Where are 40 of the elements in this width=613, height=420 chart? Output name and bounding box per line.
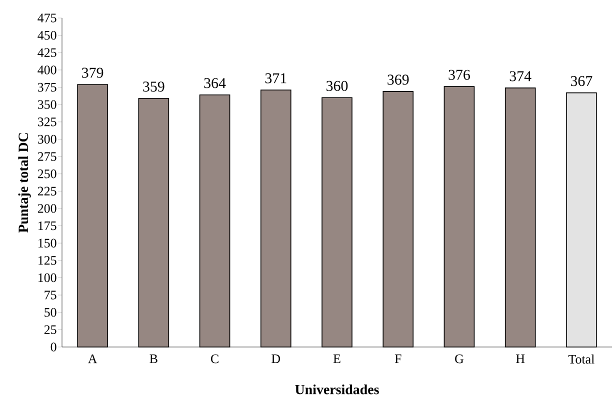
y-tick-label: 0 <box>50 342 56 352</box>
y-tick-label: 175 <box>38 221 56 230</box>
data-label: 371 <box>265 73 286 84</box>
y-tick-label: 350 <box>38 100 56 109</box>
y-tick-label: 300 <box>38 134 56 144</box>
y-tick-label: 25 <box>44 325 56 334</box>
y-tick-label: 225 <box>38 186 56 196</box>
data-label: 374 <box>510 71 532 82</box>
x-tick-label: F <box>394 354 402 363</box>
data-label: 376 <box>448 70 470 80</box>
x-tick-label: D <box>272 354 280 364</box>
y-tick-label: 325 <box>38 118 56 126</box>
x-tick-label: G <box>455 354 464 364</box>
data-label: 369 <box>388 74 409 85</box>
y-tick-label: 200 <box>38 204 56 213</box>
y-tick-label: 125 <box>38 256 56 265</box>
data-label: 379 <box>82 68 104 78</box>
y-tick-label: 375 <box>38 82 56 92</box>
y-axis-title: Puntaje total DC <box>18 133 31 233</box>
data-label: 367 <box>570 76 592 86</box>
x-tick-label: A <box>88 354 98 364</box>
x-tick-label: B <box>150 354 158 364</box>
x-tick-label: C <box>210 354 218 364</box>
y-tick-label: 50 <box>44 308 56 317</box>
y-tick-label: 150 <box>38 238 56 248</box>
data-label: 360 <box>326 80 348 91</box>
data-label: 364 <box>204 78 226 88</box>
y-tick-label: 100 <box>38 273 56 282</box>
x-tick-label: Total <box>568 354 594 364</box>
x-tick-label: H <box>516 354 525 363</box>
y-tick-label: 475 <box>38 14 56 22</box>
data-label: 359 <box>143 82 164 92</box>
y-tick-label: 275 <box>38 152 56 161</box>
y-tick-label: 450 <box>38 30 56 40</box>
y-tick-label: 250 <box>38 169 56 178</box>
x-axis-title: Universidades <box>295 384 379 394</box>
y-tick-label: 425 <box>38 48 56 57</box>
y-tick-label: 75 <box>44 290 56 300</box>
y-tick-label: 400 <box>38 66 56 74</box>
x-tick-label: E <box>333 354 340 363</box>
